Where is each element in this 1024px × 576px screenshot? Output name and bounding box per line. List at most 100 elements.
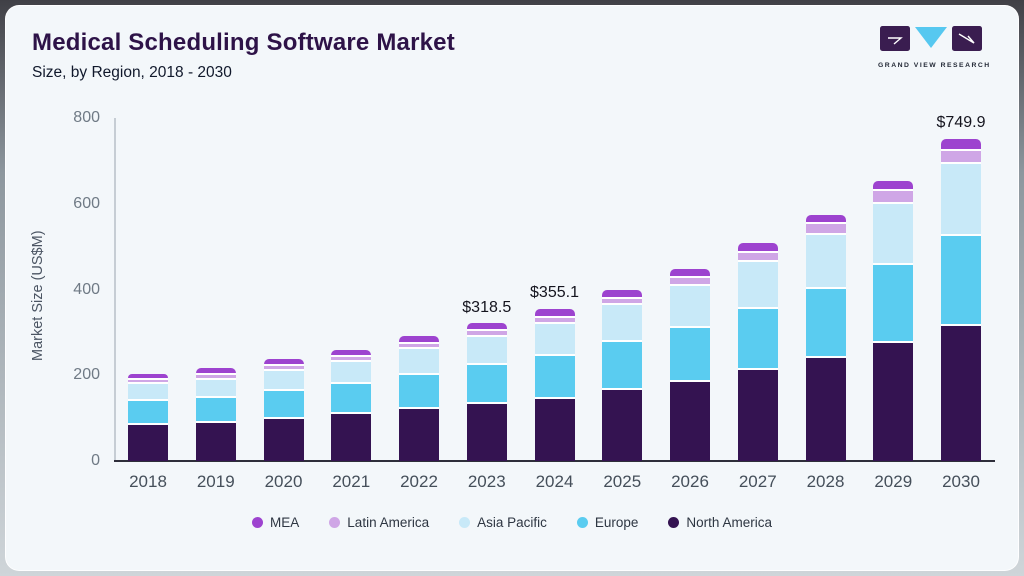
segment-asia-pacific [263,369,304,389]
segment-asia-pacific [670,284,710,326]
x-label-2028: 2028 [806,472,845,491]
segment-north-america [602,388,643,461]
legend-label: Asia Pacific [477,515,547,530]
legend-item-asia-pacific: Asia Pacific [459,515,547,530]
segment-north-america [399,407,439,461]
segment-latin-america [941,149,981,162]
x-label-2018: 2018 [129,472,167,491]
segment-asia-pacific [534,322,575,354]
y-tick-0: 0 [91,452,100,469]
segment-north-america [941,324,981,461]
legend-label: Europe [594,515,639,530]
segment-north-america [737,368,778,461]
x-label-2025: 2025 [603,472,642,491]
bar-2025 [602,290,643,461]
total-label-2030: $749.9 [936,114,986,132]
bar-2021 [331,350,372,461]
legend-label: Latin America [347,515,430,530]
bar-2026 [670,269,710,461]
bar-2019 [195,368,236,461]
gvr-logo-mark [880,26,982,51]
segment-europe [670,326,710,380]
x-label-2021: 2021 [332,472,371,491]
bar-2018 [128,374,168,461]
legend-item-mea: MEA [252,515,299,530]
x-label-2024: 2024 [535,472,574,491]
legend-swatch-icon [459,517,471,528]
y-axis-line [114,118,116,461]
y-tick-200: 200 [73,366,100,384]
y-tick-800: 800 [73,109,100,126]
x-label-2030: 2030 [942,472,980,491]
segment-mea [534,309,575,316]
segment-latin-america [534,316,575,322]
legend-item-north-america: North America [668,515,772,530]
x-label-2022: 2022 [400,472,438,491]
segment-asia-pacific [941,162,981,234]
bar-2020 [263,359,304,461]
legend-swatch-icon [329,517,341,528]
segment-mea [399,336,439,342]
segment-north-america [263,417,304,461]
page-title: Medical Scheduling Software Market [32,29,455,56]
legend-label: MEA [270,515,300,530]
segment-europe [466,363,507,402]
legend-item-europe: Europe [576,515,639,530]
segment-europe [941,234,981,324]
segment-asia-pacific [602,303,643,340]
segment-north-america [466,402,507,461]
segment-latin-america [263,364,304,369]
x-label-2029: 2029 [874,472,913,491]
segment-mea [128,374,168,378]
legend-swatch-icon [252,517,264,528]
legend-item-latin-america: Latin America [329,515,429,530]
gvr-logo: GRAND VIEW RESEARCH [878,26,991,69]
bar-2029 [873,181,914,461]
segment-europe [805,287,846,356]
segment-latin-america [466,329,507,335]
segment-latin-america [737,251,778,260]
segment-north-america [534,397,575,461]
x-label-2019: 2019 [196,472,235,491]
segment-europe [331,382,372,412]
bar-2028 [805,215,846,461]
segment-europe [128,399,168,423]
segment-mea [331,350,372,355]
legend-swatch-icon [668,517,680,528]
bar-2024 [534,309,575,461]
legend-label: North America [686,515,772,530]
segment-north-america [670,380,710,461]
logo-text: GRAND VIEW RESEARCH [878,62,991,69]
segment-latin-america [331,355,372,360]
x-axis-labels: 2018 2019 2020 2021 2022 2023 2024 2025 2026 2027… [114,472,995,496]
y-tick-600: 600 [73,194,100,212]
segment-mea [805,215,846,222]
segment-latin-america [805,222,846,233]
legend-swatch-icon [576,517,588,528]
segment-asia-pacific [331,360,372,382]
bar-2030 [941,139,981,461]
bar-2027 [737,243,778,461]
chart-card: Medical Scheduling Software Market Size,… [5,5,1019,571]
segment-mea [737,243,778,251]
x-label-2027: 2027 [738,472,777,491]
segment-latin-america [195,373,236,378]
segment-asia-pacific [466,335,507,363]
bar-2023 [466,323,507,461]
segment-mea [466,323,507,329]
segment-europe [399,373,439,407]
page-subtitle: Size, by Region, 2018 - 2030 [32,64,232,81]
segment-asia-pacific [873,202,914,263]
segment-mea [263,359,304,364]
x-label-2023: 2023 [467,472,506,491]
segment-north-america [195,421,236,461]
segment-asia-pacific [128,382,168,399]
segment-mea [941,139,981,149]
segment-europe [195,396,236,421]
x-label-2026: 2026 [671,472,709,491]
segment-latin-america [670,276,710,284]
segment-latin-america [128,378,168,382]
segment-latin-america [602,297,643,303]
logo-triangle-icon [915,27,947,48]
segment-europe [263,389,304,417]
